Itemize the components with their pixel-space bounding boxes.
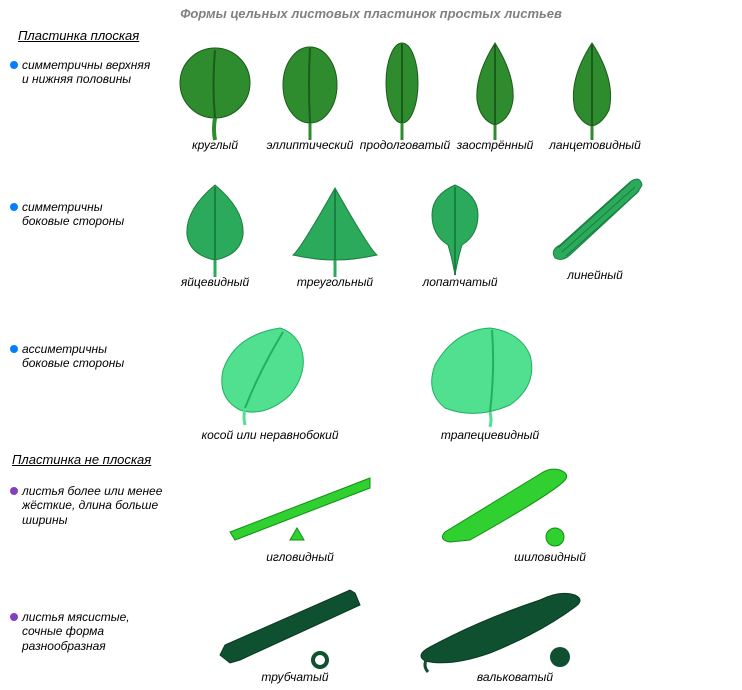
- bullet-icon: [10, 61, 18, 69]
- bullet-text: симметричны боковые стороны: [22, 200, 130, 229]
- bullet-text: листья мясистые, сочные форма разнообраз…: [22, 610, 150, 653]
- bullet-1: симметричны верхняя и нижняя половины: [10, 58, 160, 87]
- bullet-icon: [10, 613, 18, 621]
- leaf-linear-icon: [540, 170, 650, 270]
- bullet-5: листья мясистые, сочные форма разнообраз…: [10, 610, 150, 653]
- leaf-oblique-icon: [205, 320, 325, 430]
- bullet-icon: [10, 345, 18, 353]
- bullet-text: ассиметричны боковые стороны: [22, 342, 150, 371]
- label-lanceolate: ланцетовидный: [545, 138, 645, 152]
- bullet-icon: [10, 487, 18, 495]
- label-round: круглый: [175, 138, 255, 152]
- section-flat: Пластинка плоская: [18, 28, 139, 43]
- leaf-tubular-icon: [205, 585, 375, 675]
- label-oblique: косой или неравнобокий: [195, 428, 345, 442]
- label-awl: шиловидный: [500, 550, 600, 564]
- label-needle: игловидный: [250, 550, 350, 564]
- label-spatulate: лопатчатый: [415, 275, 505, 289]
- section-not-flat: Пластинка не плоская: [12, 452, 151, 467]
- label-oblong: продолговатый: [355, 138, 455, 152]
- leaf-round-icon: [175, 45, 255, 145]
- label-tubular: трубчатый: [245, 670, 345, 684]
- leaf-awl-icon: [420, 462, 580, 552]
- label-triangular: треугольный: [290, 275, 380, 289]
- bullet-4: листья более или менее жёсткие, длина бо…: [10, 484, 170, 527]
- leaf-acute-icon: [465, 40, 525, 145]
- page-title: Формы цельных листовых пластинок простых…: [0, 6, 742, 21]
- leaf-elliptic-icon: [275, 45, 345, 145]
- leaf-terete-icon: [400, 585, 600, 675]
- bullet-3: ассиметричны боковые стороны: [10, 342, 150, 371]
- leaf-lanceolate-icon: [560, 40, 625, 145]
- leaf-needle-icon: [215, 470, 385, 550]
- label-elliptic: эллиптический: [260, 138, 360, 152]
- leaf-trapezoid-icon: [420, 320, 550, 430]
- label-linear: линейный: [555, 268, 635, 282]
- bullet-icon: [10, 203, 18, 211]
- label-trapezoid: трапециевидный: [430, 428, 550, 442]
- label-terete: вальковатый: [460, 670, 570, 684]
- bullet-2: симметричны боковые стороны: [10, 200, 130, 229]
- leaf-oblong-icon: [375, 40, 430, 145]
- label-acute: заострённый: [450, 138, 540, 152]
- label-ovate: яйцевидный: [165, 275, 265, 289]
- leaf-triangular-icon: [285, 180, 385, 280]
- leaf-ovate-icon: [175, 180, 255, 280]
- leaf-spatulate-icon: [420, 180, 490, 280]
- bullet-text: листья более или менее жёсткие, длина бо…: [22, 484, 170, 527]
- bullet-text: симметричны верхняя и нижняя половины: [22, 58, 160, 87]
